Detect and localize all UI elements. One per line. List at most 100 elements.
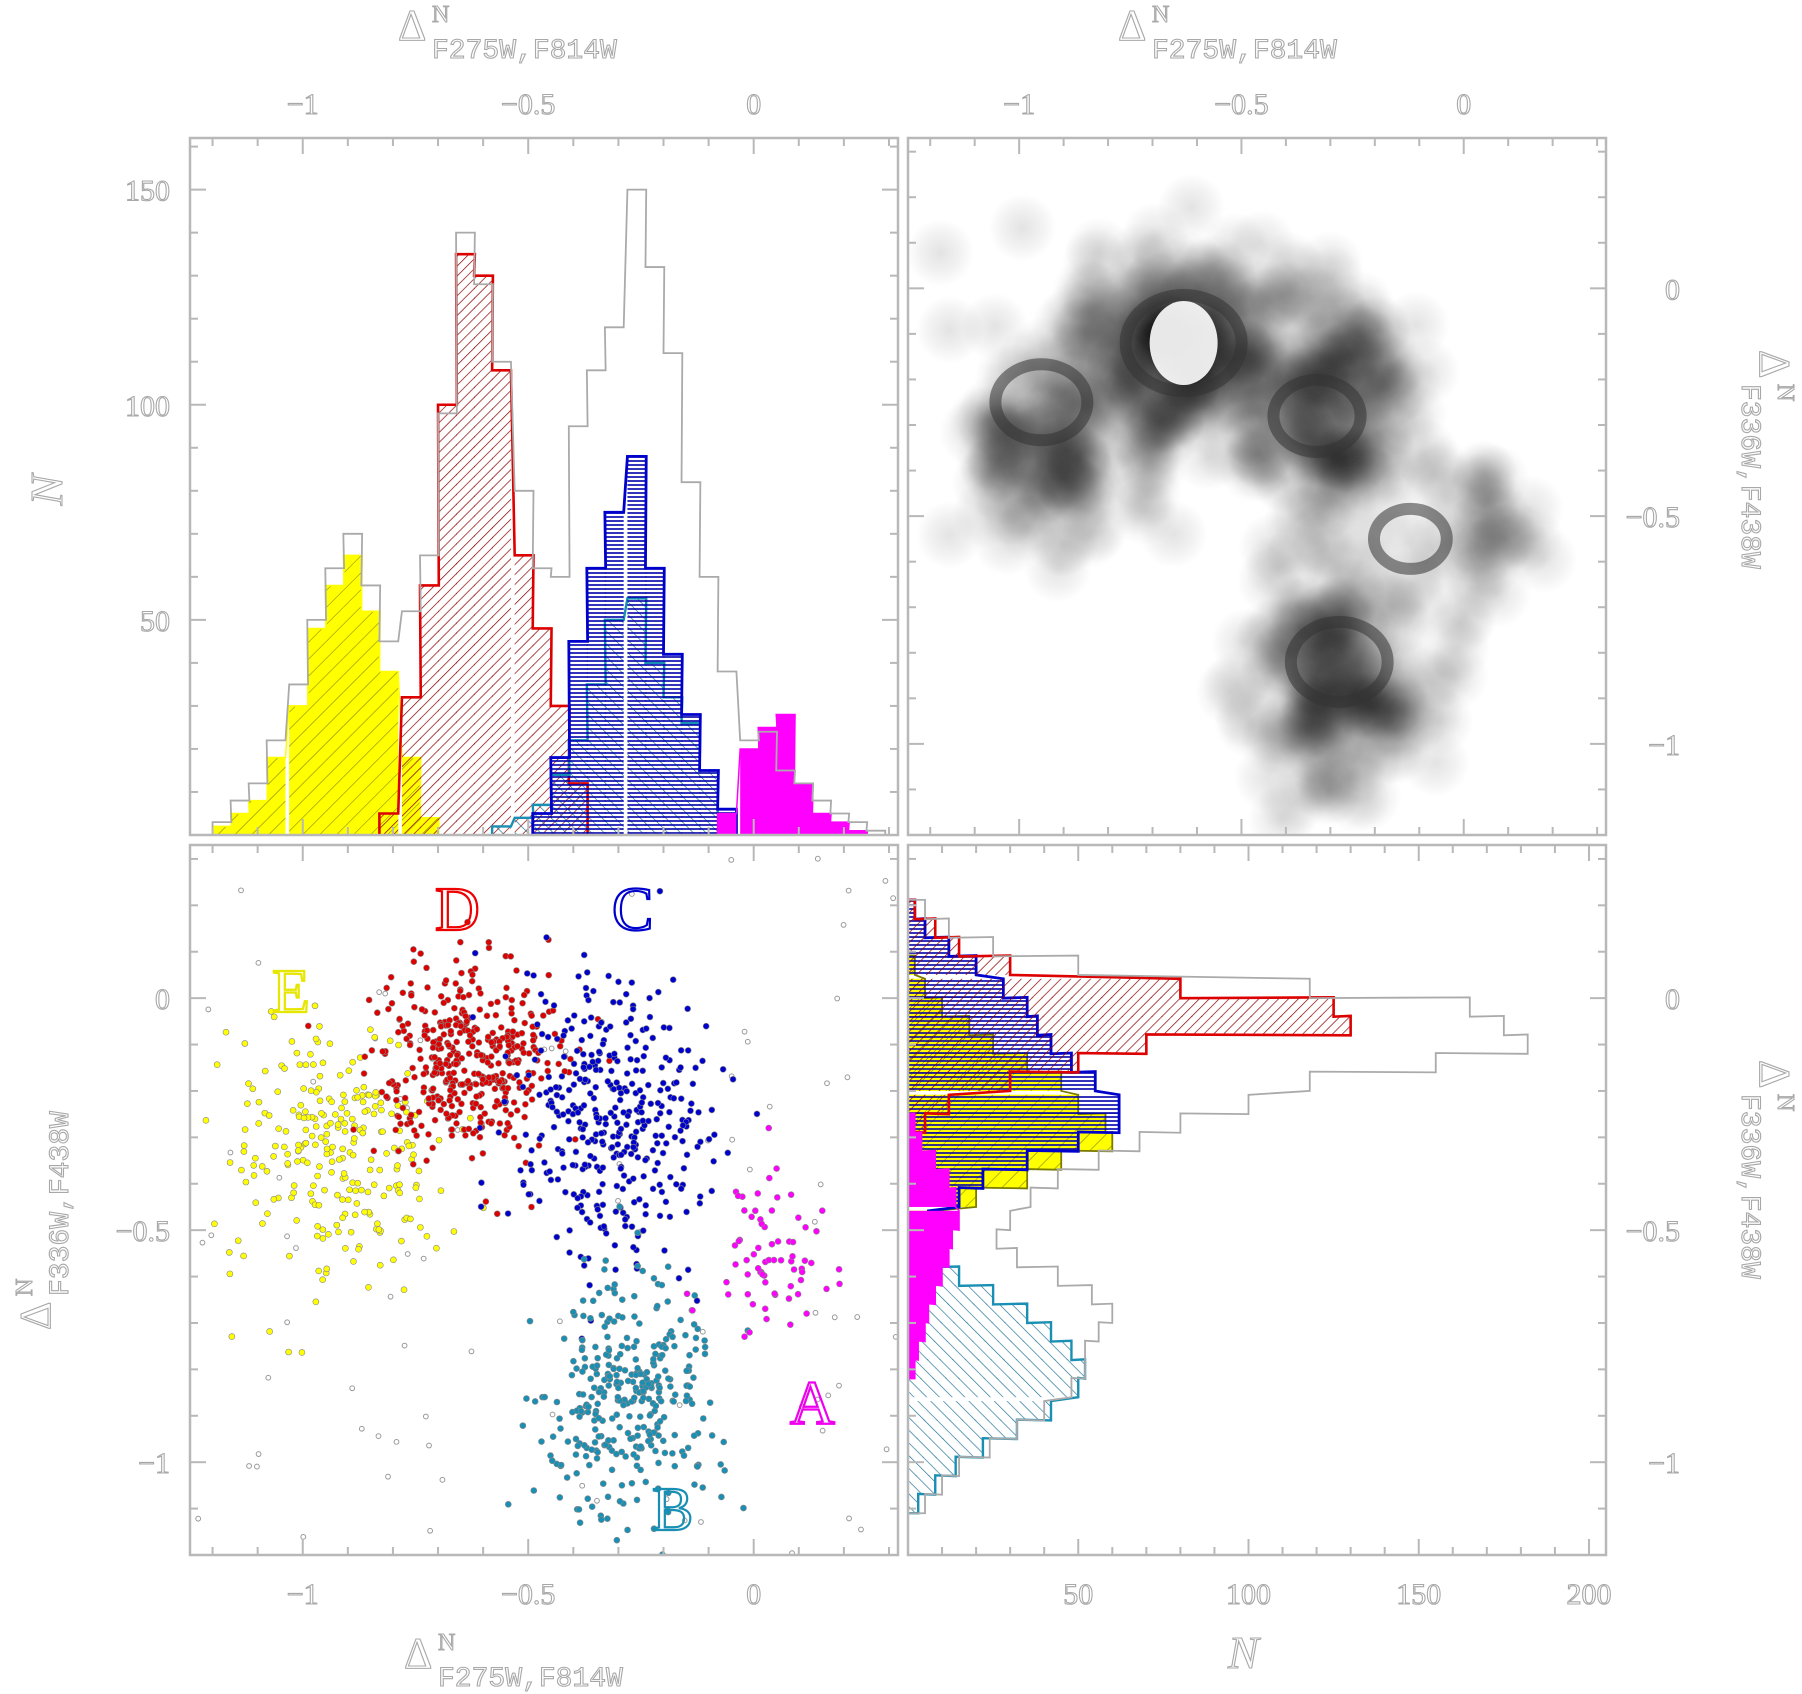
scatter-point-e bbox=[302, 1139, 310, 1147]
scatter-point-b bbox=[616, 1203, 623, 1210]
scatter-point-d bbox=[522, 1100, 529, 1108]
y-tick-label: −1 bbox=[1648, 729, 1680, 762]
hist-bar-e bbox=[325, 585, 345, 835]
scatter-point-e bbox=[394, 1162, 401, 1169]
scatter-point-d bbox=[450, 1069, 458, 1077]
scatter-point-c bbox=[710, 1157, 717, 1165]
scatter-point-d bbox=[469, 971, 476, 979]
hist-bar-d bbox=[438, 404, 457, 835]
scatter-point-e bbox=[266, 1328, 273, 1335]
scatter-point-a bbox=[744, 1271, 751, 1278]
scatter-point-b bbox=[671, 1431, 679, 1439]
density-ridge-1 bbox=[989, 358, 1094, 447]
y-left-hist-title: N bbox=[21, 472, 72, 506]
scatter-point-c bbox=[583, 969, 591, 976]
scatter-point-b bbox=[721, 1467, 728, 1474]
scatter-point-c bbox=[574, 1204, 581, 1212]
scatter-point-c bbox=[667, 1173, 674, 1181]
scatter-point-d bbox=[456, 1029, 464, 1037]
scatter-point-a bbox=[683, 1290, 691, 1298]
hist-bar-d bbox=[492, 370, 511, 835]
scatter-point-d bbox=[477, 1051, 485, 1059]
scatter-point-d bbox=[407, 1111, 415, 1119]
scatter-point-b bbox=[633, 1496, 641, 1504]
scatter-point-e bbox=[321, 1186, 328, 1194]
scatter-point-e bbox=[404, 1070, 411, 1077]
scatter-point-c bbox=[582, 984, 590, 992]
scatter-point-c bbox=[646, 994, 653, 1002]
scatter-point-e bbox=[307, 1051, 314, 1058]
scatter-point-c bbox=[677, 1127, 684, 1134]
scatter-point-b bbox=[610, 1365, 617, 1373]
scatter-point-e bbox=[240, 1148, 248, 1155]
scatter-point-a bbox=[777, 1256, 785, 1264]
scatter-point-e bbox=[336, 1071, 344, 1079]
scatter-point-e bbox=[302, 1061, 310, 1069]
scatter-point-field bbox=[836, 1382, 842, 1389]
scatter-point-d bbox=[528, 1082, 536, 1090]
scatter-point-b bbox=[572, 1435, 580, 1443]
x-tick-label: −1 bbox=[287, 1578, 319, 1611]
scatter-point-a bbox=[797, 1276, 805, 1284]
scatter-point-e bbox=[202, 1117, 210, 1124]
scatter-point-b bbox=[572, 1451, 580, 1458]
hhist-bar-d bbox=[908, 937, 960, 957]
scatter-point-b bbox=[523, 1395, 530, 1402]
scatter-point-a bbox=[802, 1224, 809, 1231]
scatter-point-c bbox=[517, 1166, 524, 1174]
scatter-point-c bbox=[594, 1206, 601, 1213]
scatter-point-e bbox=[349, 1115, 356, 1123]
scatter-point-b bbox=[694, 1325, 701, 1333]
scatter-point-a bbox=[723, 1278, 730, 1286]
scatter-point-field bbox=[284, 1233, 290, 1240]
scatter-point-c bbox=[649, 1146, 657, 1154]
scatter-point-e bbox=[325, 1231, 332, 1238]
x-bottom-title-symbol: Δ bbox=[404, 1629, 432, 1678]
scatter-point-b bbox=[630, 1394, 638, 1402]
hhist-bar-c bbox=[908, 1131, 1079, 1152]
scatter-point-c bbox=[695, 1109, 702, 1116]
scatter-point-d bbox=[466, 1032, 474, 1039]
hhist-bar-a bbox=[908, 1247, 949, 1268]
scatter-point-b bbox=[664, 1263, 672, 1271]
scatter-point-d bbox=[429, 1144, 436, 1152]
scatter-point-d bbox=[460, 993, 467, 1001]
density-blob bbox=[1227, 209, 1296, 278]
scatter-point-d bbox=[417, 1055, 424, 1063]
scatter-point-c bbox=[694, 1143, 701, 1151]
scatter-point-field bbox=[375, 1433, 382, 1440]
scatter-point-c bbox=[580, 951, 588, 959]
scatter-point-b bbox=[588, 1503, 596, 1510]
scatter-point-e bbox=[245, 1080, 252, 1087]
scatter-point-c bbox=[615, 978, 622, 986]
scatter-point-d bbox=[417, 950, 424, 957]
scatter-point-d bbox=[452, 1060, 460, 1068]
hhist-bar-a bbox=[908, 1322, 926, 1342]
scatter-point-field bbox=[676, 1402, 683, 1409]
scatter-point-e bbox=[417, 1224, 424, 1231]
scatter-point-d bbox=[429, 1026, 437, 1034]
scatter-point-d bbox=[361, 1053, 369, 1061]
hhist-bar-b bbox=[908, 1377, 1079, 1398]
scatter-point-c bbox=[594, 1057, 602, 1065]
scatter-point-e bbox=[319, 1226, 327, 1233]
scatter-point-c bbox=[579, 1134, 586, 1141]
scatter-point-e bbox=[270, 1196, 278, 1203]
scatter-group-c bbox=[469, 887, 761, 1342]
scatter-point-a bbox=[766, 1174, 773, 1182]
scatter-point-b bbox=[643, 1368, 651, 1376]
density-blob bbox=[1264, 520, 1333, 589]
density-blob bbox=[1105, 222, 1174, 291]
scatter-point-e bbox=[467, 1114, 474, 1122]
hhist-bar-d bbox=[908, 1053, 1079, 1073]
scatter-point-e bbox=[349, 1058, 356, 1066]
scatter-point-c bbox=[662, 1198, 670, 1206]
scatter-point-b bbox=[608, 1447, 616, 1454]
scatter-point-b bbox=[684, 1444, 692, 1452]
scatter-point-c bbox=[587, 1090, 594, 1097]
scatter-point-e bbox=[353, 1087, 360, 1094]
scatter-point-b bbox=[654, 1424, 661, 1431]
scatter-point-c bbox=[627, 1031, 634, 1039]
scatter-point-e bbox=[284, 1160, 291, 1167]
scatter-point-b bbox=[582, 1452, 590, 1460]
